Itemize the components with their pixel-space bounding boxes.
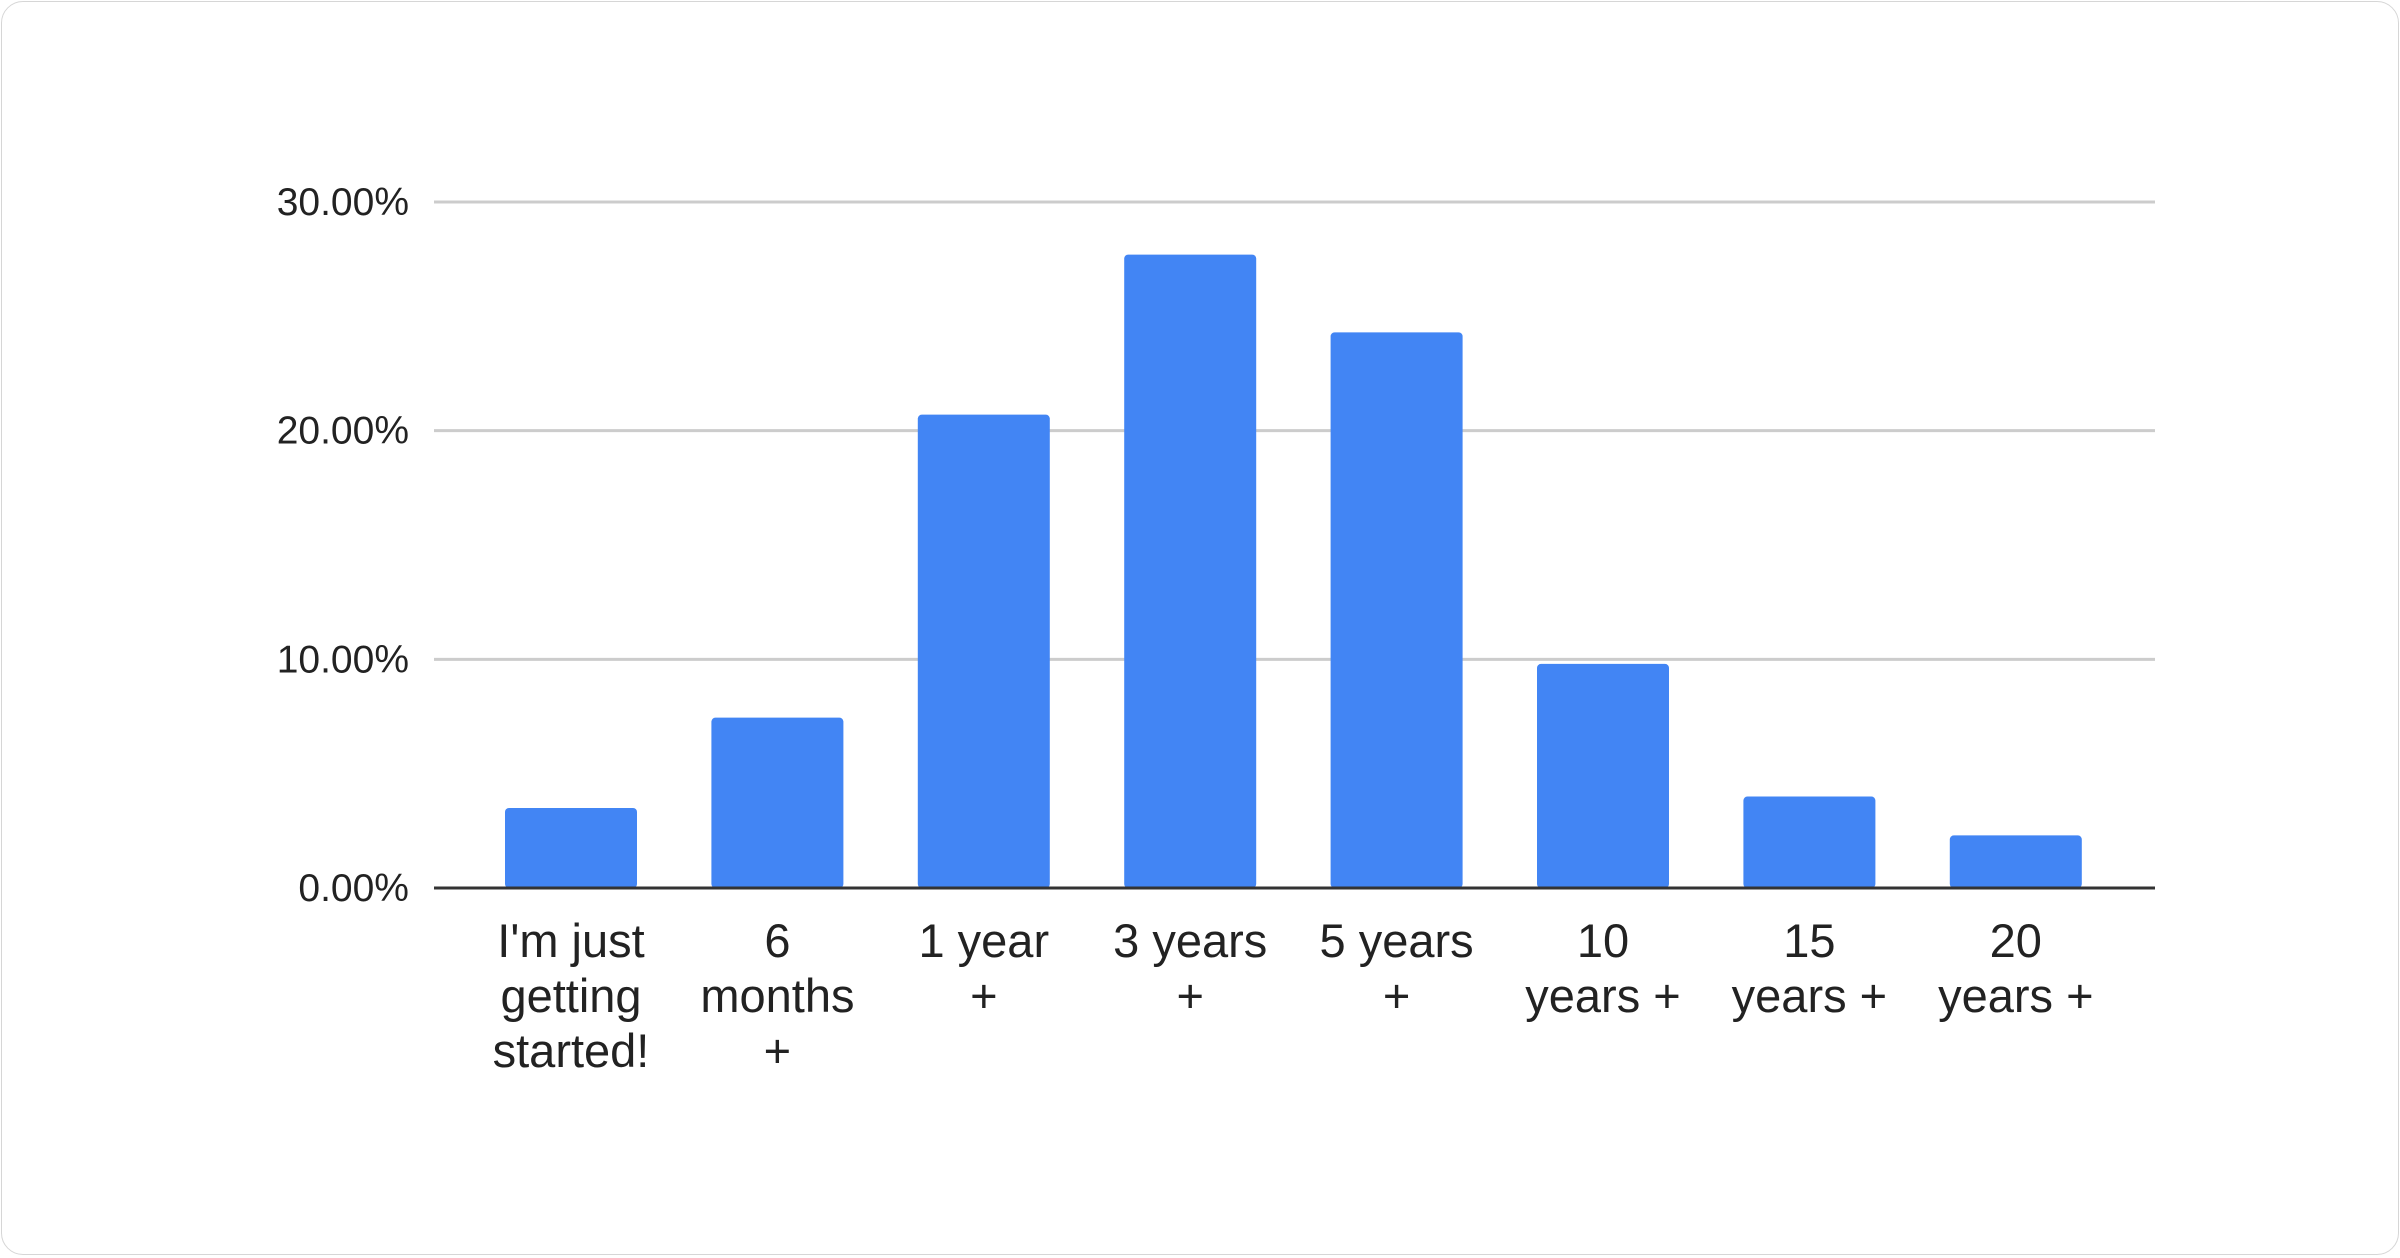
x-tick-label: 10: [1577, 914, 1629, 967]
bar: [1743, 796, 1876, 888]
x-tick-label: months: [700, 969, 854, 1022]
x-tick-label: getting: [500, 969, 641, 1022]
y-tick-label: 0.00%: [298, 867, 409, 910]
x-tick-label: +: [1383, 969, 1410, 1022]
x-tick-label: +: [1176, 969, 1203, 1022]
x-tick-label: years +: [1938, 969, 2093, 1022]
x-tick-label: 6: [764, 914, 790, 967]
x-tick-label: +: [764, 1024, 791, 1077]
x-tick-label: 1 year: [918, 914, 1049, 967]
bar: [1330, 332, 1463, 889]
x-tick-label: 5 years: [1320, 914, 1474, 967]
x-tick-label: years +: [1732, 969, 1887, 1022]
bar: [917, 414, 1050, 888]
y-tick-label: 30.00%: [277, 181, 409, 224]
bar: [505, 807, 637, 888]
x-tick-label: +: [970, 969, 997, 1022]
x-tick-label: I'm just: [497, 914, 644, 967]
x-tick-label: started!: [493, 1024, 650, 1077]
y-tick-label: 20.00%: [277, 410, 409, 453]
x-tick-label: 3 years: [1113, 914, 1267, 967]
bar: [1949, 835, 2082, 888]
y-tick-label: 10.00%: [277, 638, 409, 681]
x-tick-label: years +: [1525, 969, 1680, 1022]
x-tick-label: 20: [1990, 914, 2042, 967]
bar: [1124, 254, 1257, 889]
x-tick-label: 15: [1783, 914, 1835, 967]
bar: [1537, 663, 1669, 888]
bar: [711, 717, 844, 888]
